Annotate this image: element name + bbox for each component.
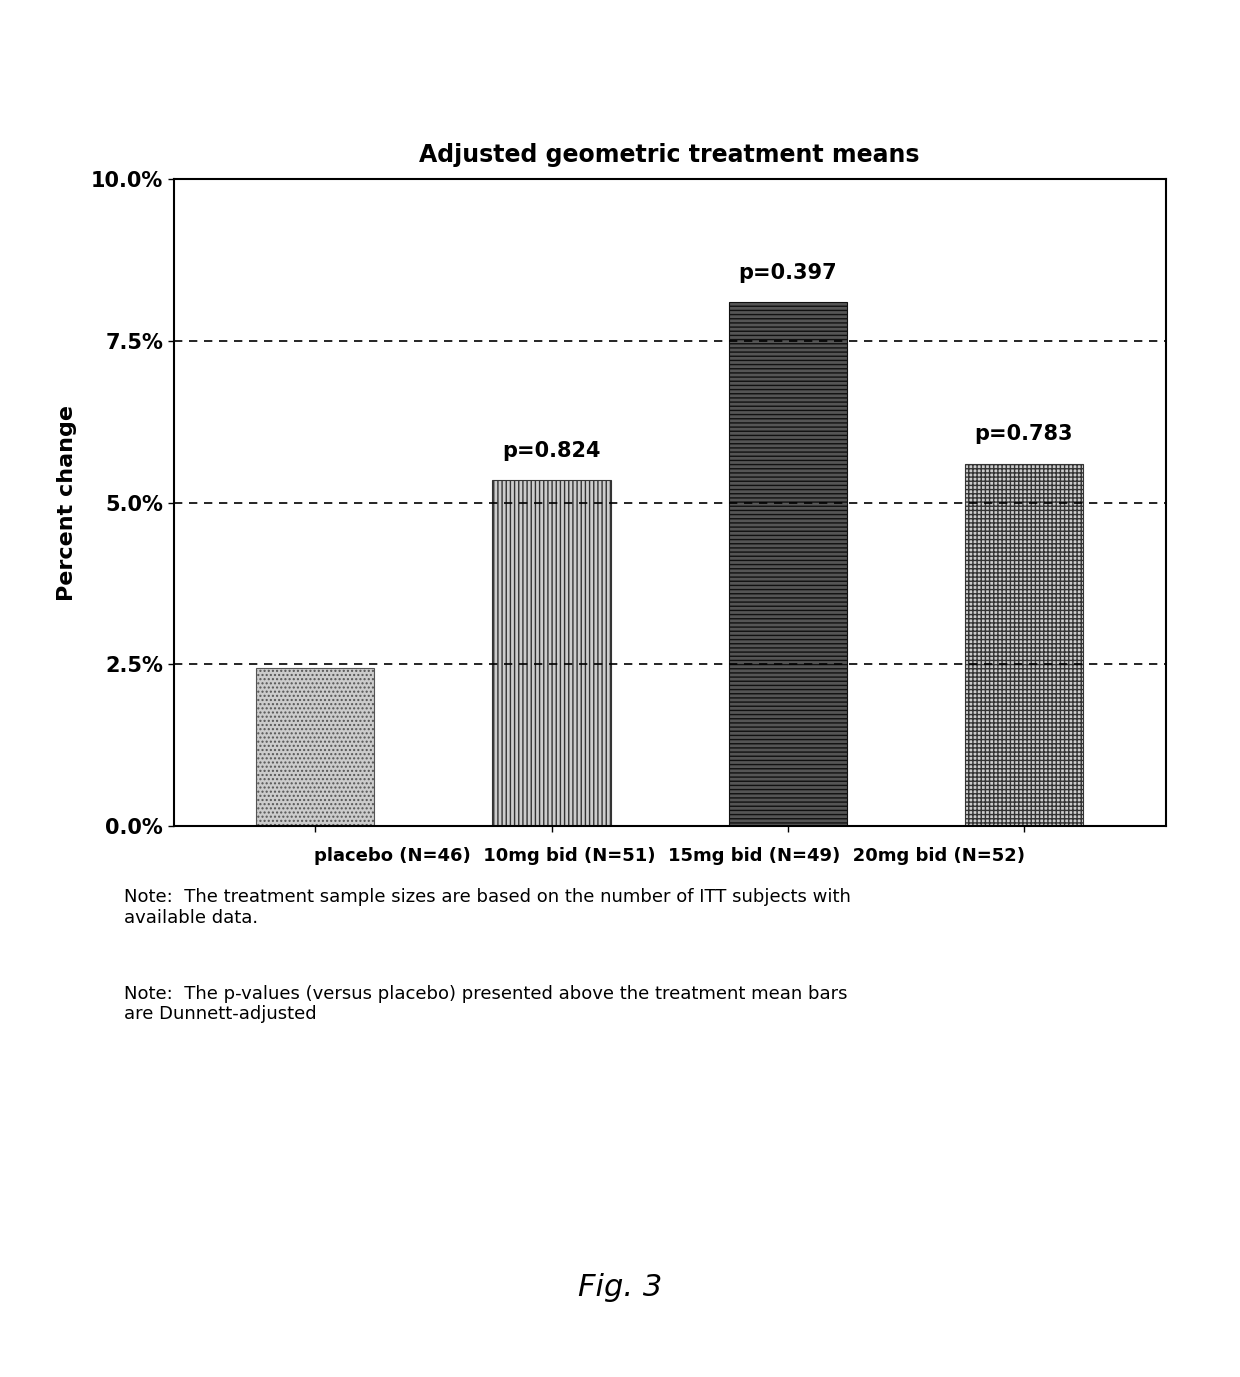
Text: Note:  The treatment sample sizes are based on the number of ITT subjects with
a: Note: The treatment sample sizes are bas… xyxy=(124,888,851,927)
Text: Note:  The p-values (versus placebo) presented above the treatment mean bars
are: Note: The p-values (versus placebo) pres… xyxy=(124,985,847,1023)
Bar xyxy=(965,464,1083,826)
Y-axis label: Percent change: Percent change xyxy=(57,405,77,600)
Bar xyxy=(729,302,847,826)
Text: p=0.824: p=0.824 xyxy=(502,441,600,460)
Text: p=0.397: p=0.397 xyxy=(738,263,837,282)
Bar xyxy=(492,481,610,826)
Text: p=0.783: p=0.783 xyxy=(975,424,1073,445)
Text: placebo (N=46)  10mg bid (N=51)  15mg bid (N=49)  20mg bid (N=52): placebo (N=46) 10mg bid (N=51) 15mg bid … xyxy=(314,847,1025,865)
Bar xyxy=(257,668,374,826)
Text: Fig. 3: Fig. 3 xyxy=(578,1272,662,1303)
Title: Adjusted geometric treatment means: Adjusted geometric treatment means xyxy=(419,143,920,168)
